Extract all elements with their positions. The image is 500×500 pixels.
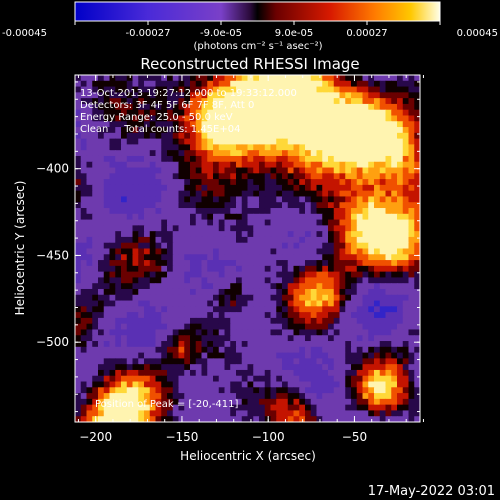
heatmap-cells	[75, 75, 420, 422]
y-tick-label: −400	[36, 162, 69, 176]
annotation-clean-counts: Clean Total counts: 1.45E+04	[80, 124, 240, 135]
y-axis: −500 −450 −400	[36, 81, 420, 413]
colorbar-units-label: (photons cm⁻² s⁻¹ asec⁻²)	[193, 41, 322, 52]
x-tick-label: −100	[252, 430, 285, 444]
colorbar-tick-label: -0.00027	[126, 28, 171, 39]
annotation-peak-position: Position of Peak = [-20,-411]	[95, 399, 239, 410]
y-tick-label: −500	[36, 335, 69, 349]
footer-date: 17-May-2022 03:01	[368, 484, 495, 499]
annotation-time-range: 13-Oct-2013 19:27:12.000 to 19:33:12.000	[80, 88, 297, 99]
colorbar-tick-label: -0.00045	[2, 28, 47, 39]
y-tick-label: −450	[36, 248, 69, 262]
x-tick-label: −200	[79, 430, 112, 444]
annotations: 13-Oct-2013 19:27:12.000 to 19:33:12.000…	[80, 88, 297, 410]
chart-title: Reconstructed RHESSI Image	[140, 55, 359, 73]
colorbar-tick-label: -9.0e-05	[200, 28, 242, 39]
colorbar-gradient	[74, 1, 441, 22]
x-axis: −200 −150 −100 −50	[77, 75, 424, 444]
y-axis-label: Heliocentric Y (arcsec)	[13, 181, 27, 316]
colorbar: -0.00045 -0.00027 -9.0e-05 9.0e-05 0.00027 0.…	[2, 1, 498, 52]
colorbar-tick-label: 0.00027	[346, 28, 387, 39]
x-axis-label: Heliocentric X (arcsec)	[180, 449, 316, 463]
x-tick-label: −50	[342, 430, 367, 444]
colorbar-ticks: -0.00045 -0.00027 -9.0e-05 9.0e-05 0.00027 0.…	[2, 21, 498, 39]
colorbar-tick-label: 9.0e-05	[275, 28, 313, 39]
plot-frame	[74, 74, 421, 423]
x-tick-label: −150	[165, 430, 198, 444]
annotation-energy-range: Energy Range: 25.0 - 50.0 keV	[80, 112, 233, 123]
annotation-detectors: Detectors: 3F 4F 5F 6F 7F 8F, Att 0	[80, 100, 254, 111]
plot-area	[74, 74, 421, 423]
colorbar-tick-label: 0.00045	[457, 28, 498, 39]
